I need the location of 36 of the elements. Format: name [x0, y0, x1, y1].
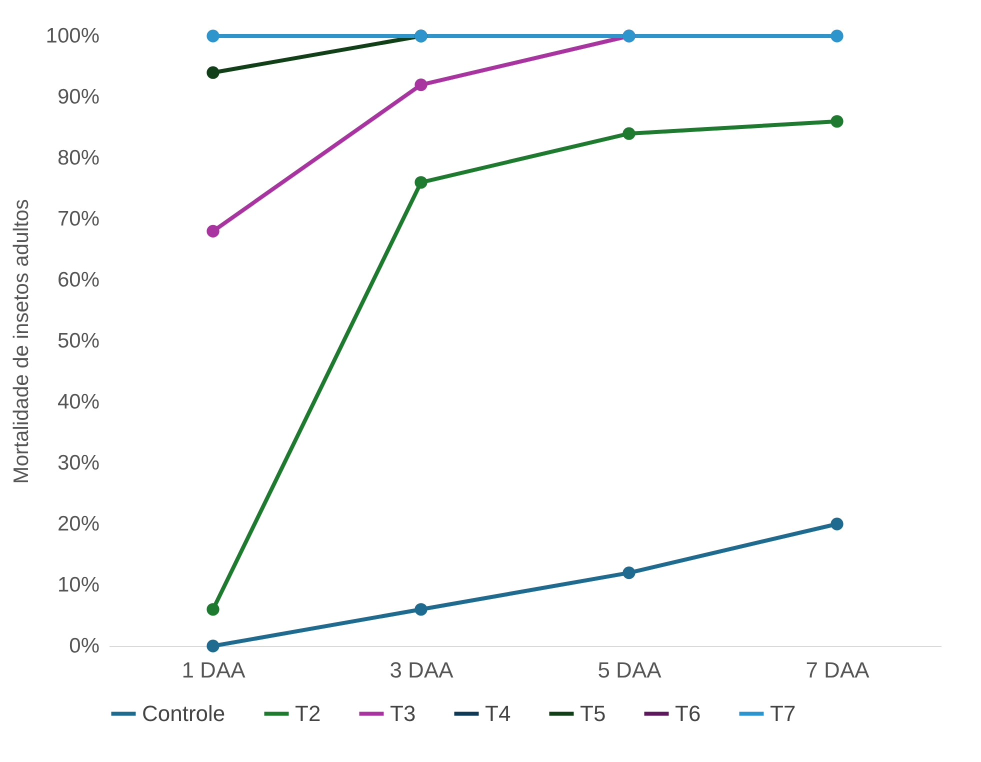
point: [206, 224, 220, 238]
point: [830, 518, 844, 530]
point: [414, 176, 428, 189]
x-tick-label: 7 DAA: [806, 658, 870, 682]
point: [622, 127, 636, 140]
legend-label: T3: [390, 700, 416, 726]
y-tick-label: 0%: [69, 634, 100, 658]
point: [206, 603, 220, 616]
point: [622, 566, 636, 580]
legend-label: Controle: [142, 700, 226, 726]
legend-label: T6: [675, 700, 701, 726]
point: [206, 66, 220, 79]
legend-label: T4: [485, 700, 511, 726]
y-tick-label: 10%: [57, 574, 100, 596]
y-tick-label: 90%: [57, 86, 100, 108]
point: [830, 30, 844, 42]
y-tick-label: 60%: [57, 268, 100, 292]
point: [414, 603, 428, 616]
y-tick-label: 100%: [46, 24, 100, 48]
point: [414, 78, 428, 92]
y-tick-label: 70%: [57, 208, 100, 230]
legend-label: T2: [295, 700, 321, 726]
y-axis-title: Mortalidade de insetos adultos: [10, 199, 33, 484]
y-tick-label: 30%: [57, 452, 100, 474]
point: [206, 640, 220, 652]
point: [830, 115, 844, 128]
legend-label: T7: [770, 700, 796, 726]
y-tick-label: 50%: [57, 330, 100, 352]
y-tick-label: 20%: [57, 512, 100, 536]
x-tick-label: 1 DAA: [182, 658, 246, 682]
x-tick-label: 3 DAA: [390, 658, 454, 682]
point: [206, 30, 220, 42]
y-tick-label: 80%: [57, 146, 100, 170]
x-tick-label: 5 DAA: [598, 658, 662, 682]
legend-label: T5: [580, 700, 606, 726]
y-tick-label: 40%: [57, 390, 100, 414]
